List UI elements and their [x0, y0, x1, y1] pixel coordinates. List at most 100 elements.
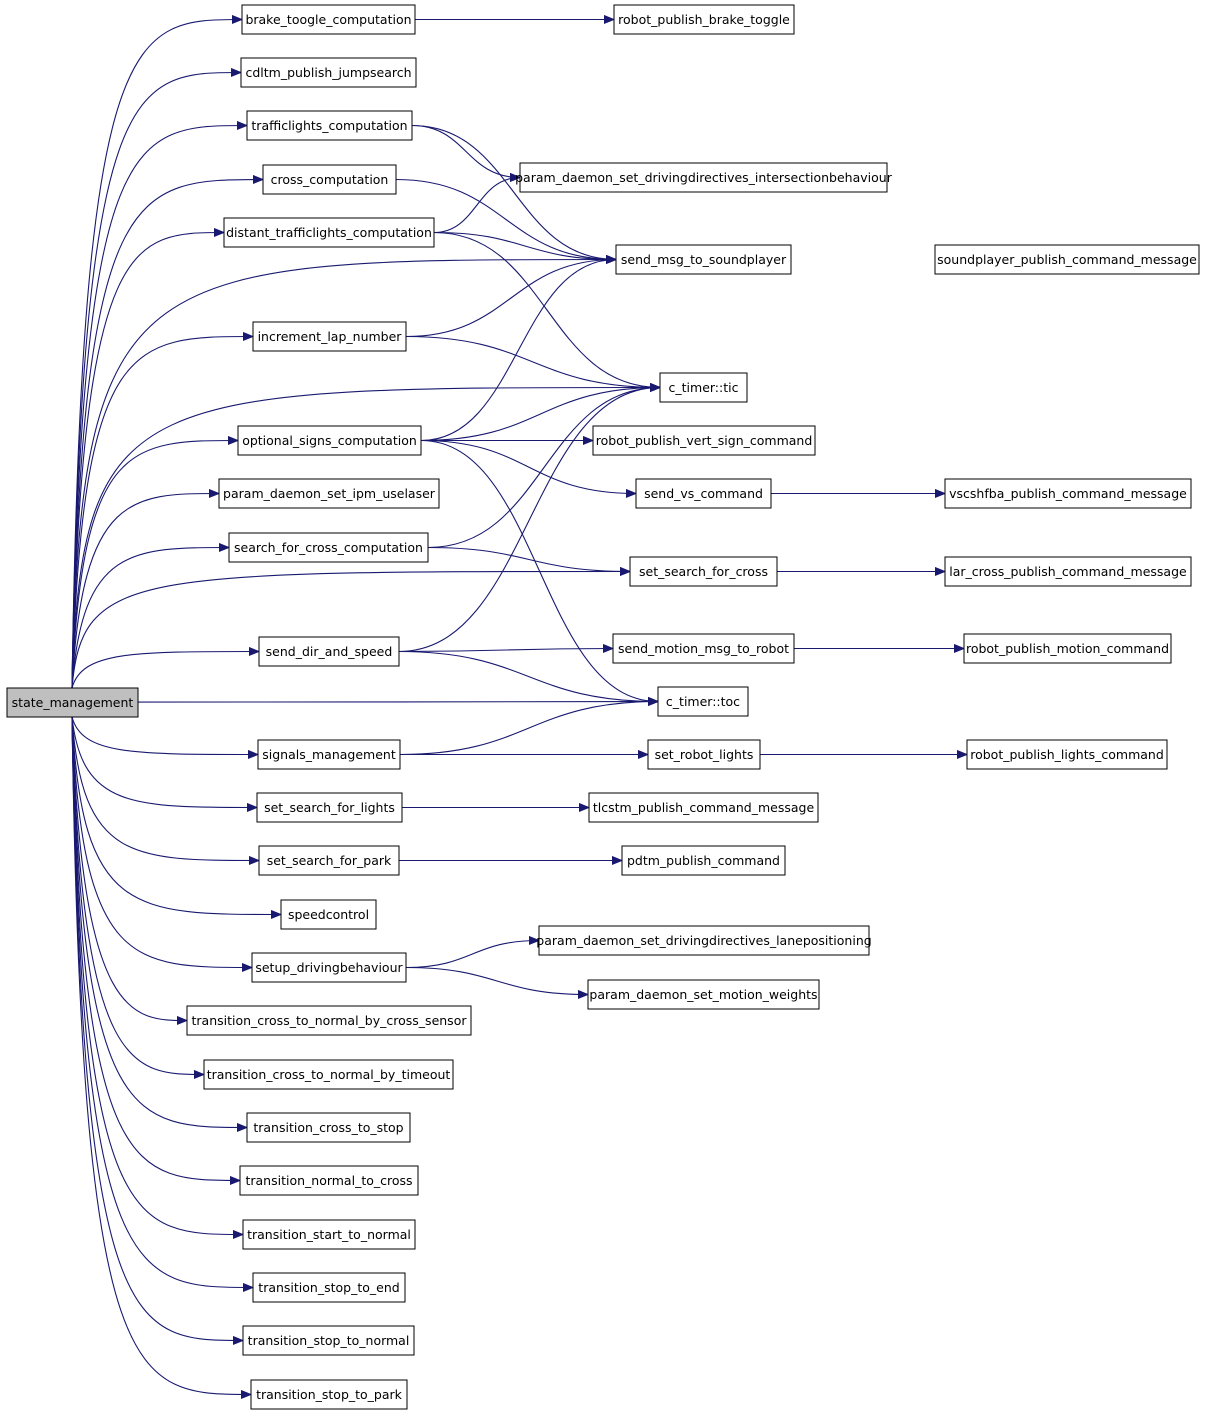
edge	[398, 650, 658, 702]
node-box	[538, 925, 870, 956]
edge	[71, 126, 247, 689]
edge	[71, 572, 630, 689]
edge	[398, 388, 660, 653]
edge	[137, 702, 658, 703]
edge	[71, 716, 240, 1181]
node-box	[944, 478, 1192, 509]
node-label: search_for_cross_computation	[234, 540, 423, 555]
node-label: param_daemon_set_motion_weights	[589, 987, 817, 1002]
edge	[399, 702, 658, 756]
edge	[71, 494, 219, 689]
node-box	[280, 899, 377, 930]
node-label: robot_publish_vert_sign_command	[596, 433, 813, 448]
node-box	[223, 217, 435, 248]
edge	[71, 180, 263, 689]
edge	[398, 649, 613, 652]
node-label: lar_cross_publish_command_message	[949, 564, 1187, 579]
node-box	[252, 321, 407, 352]
node-box	[258, 636, 400, 667]
node-box	[519, 162, 888, 193]
node-label: set_search_for_park	[267, 853, 392, 868]
node-label: set_robot_lights	[655, 747, 754, 762]
node-label: robot_publish_lights_command	[970, 747, 1164, 762]
edge	[405, 941, 539, 969]
edge	[420, 388, 660, 442]
node-label: soundplayer_publish_command_message	[937, 252, 1197, 267]
edge	[71, 260, 616, 689]
edge	[411, 124, 520, 178]
node-box	[252, 1272, 406, 1303]
node-label: speedcontrol	[288, 907, 369, 922]
node-box	[657, 686, 749, 717]
node-label: transition_stop_to_park	[256, 1387, 403, 1402]
node-label: transition_stop_to_normal	[248, 1333, 410, 1348]
node-box	[237, 425, 422, 456]
node-box	[615, 244, 792, 275]
node-box	[659, 372, 748, 403]
node-label: set_search_for_lights	[264, 800, 395, 815]
node-label: transition_cross_to_normal_by_cross_sens…	[192, 1013, 468, 1028]
edge	[420, 260, 616, 442]
node-label: transition_cross_to_stop	[253, 1120, 403, 1135]
edge	[71, 716, 257, 808]
node-box	[258, 845, 400, 876]
nodes: state_management brake_toogle_computation…	[6, 4, 1200, 1410]
edge	[71, 548, 229, 689]
node-box	[203, 1059, 454, 1090]
node-label: robot_publish_brake_toggle	[618, 12, 790, 27]
edge	[71, 716, 281, 915]
edge	[405, 966, 588, 995]
node-label: c_timer::tic	[669, 380, 739, 395]
node-label: c_timer::toc	[666, 694, 740, 709]
node-box	[246, 110, 413, 141]
node-label: send_dir_and_speed	[266, 644, 393, 659]
node-label: increment_lap_number	[258, 329, 403, 344]
node-label: vscshfba_publish_command_message	[949, 486, 1187, 501]
edge	[71, 388, 660, 689]
node-box	[588, 792, 819, 823]
node-label: transition_stop_to_end	[258, 1280, 399, 1295]
node-label: send_msg_to_soundplayer	[621, 252, 787, 267]
node-label: transition_start_to_normal	[247, 1227, 411, 1242]
node-box	[963, 633, 1172, 664]
node-box	[251, 952, 407, 983]
node-box	[635, 478, 772, 509]
edge	[395, 178, 616, 260]
node-label: distant_trafficlights_computation	[226, 225, 432, 240]
node-box	[242, 1325, 415, 1356]
node-box	[256, 792, 403, 823]
node-box	[934, 244, 1200, 275]
node-box	[186, 1005, 472, 1036]
edge	[405, 335, 660, 388]
edge	[405, 260, 616, 338]
node-label: optional_signs_computation	[242, 433, 417, 448]
edge	[411, 124, 616, 260]
edge	[71, 20, 242, 689]
edge	[71, 716, 251, 1395]
edge	[71, 716, 243, 1235]
node-label: robot_publish_motion_command	[966, 641, 1169, 656]
node-label: send_motion_msg_to_robot	[618, 641, 789, 656]
edge	[71, 716, 243, 1341]
node-label: transition_normal_to_cross	[245, 1173, 412, 1188]
node-label: send_vs_command	[644, 486, 763, 501]
node-box	[228, 532, 429, 563]
node-box	[621, 845, 786, 876]
node-box	[592, 425, 816, 456]
node-label: pdtm_publish_command	[627, 853, 780, 868]
node-label: set_search_for_cross	[639, 564, 768, 579]
edge	[71, 652, 259, 689]
node-box	[250, 1379, 408, 1410]
node-box	[246, 1112, 411, 1143]
edge	[71, 716, 247, 1128]
edge	[427, 388, 660, 549]
node-box	[629, 556, 778, 587]
edge	[71, 716, 258, 755]
node-label: signals_management	[262, 747, 396, 762]
edge	[427, 546, 630, 572]
node-box	[240, 57, 417, 88]
edge	[420, 439, 658, 702]
node-box	[239, 1165, 419, 1196]
node-box	[944, 556, 1192, 587]
edge	[71, 441, 238, 689]
